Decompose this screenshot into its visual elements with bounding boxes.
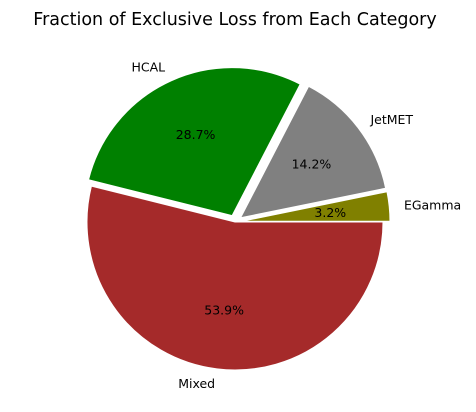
slice-label-mixed: Mixed [178, 376, 215, 391]
pie-slice-egamma [241, 191, 391, 222]
slice-label-egamma: EGamma [404, 197, 461, 212]
pct-label-hcal: 28.7% [176, 127, 216, 142]
pie-slice-jetmet [239, 85, 387, 219]
pct-label-mixed: 53.9% [204, 303, 244, 318]
pct-label-egamma: 3.2% [314, 205, 346, 220]
pie-labels: 3.2% EGamma 14.2% JetMET 28.7% HCAL 53.9% Mixed [131, 60, 461, 391]
pie-slice-hcal [87, 67, 301, 217]
slice-label-hcal: HCAL [131, 60, 165, 75]
pie-slices [86, 67, 391, 371]
slice-label-jetmet: JetMET [369, 112, 413, 127]
pie-slice-mixed [86, 185, 384, 371]
pct-label-jetmet: 14.2% [292, 157, 332, 172]
chart-title: Fraction of Exclusive Loss from Each Cat… [33, 10, 436, 30]
